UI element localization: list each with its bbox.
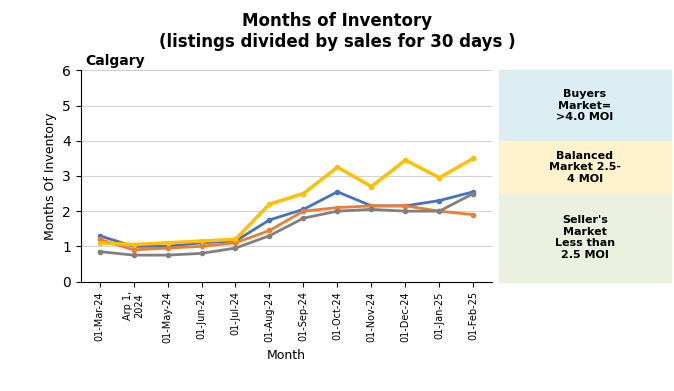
Text: Months of Inventory
(listings divided by sales for 30 days ): Months of Inventory (listings divided by… [158, 12, 516, 50]
X-axis label: Month: Month [267, 348, 306, 362]
Text: Balanced
Market 2.5-
4 MOI: Balanced Market 2.5- 4 MOI [549, 151, 621, 184]
Text: Buyers
Market=
>4.0 MOI: Buyers Market= >4.0 MOI [556, 89, 613, 122]
Text: Calgary: Calgary [85, 54, 145, 68]
Text: Seller's
Market
Less than
2.5 MOI: Seller's Market Less than 2.5 MOI [555, 215, 615, 260]
Y-axis label: Months Of Inventory: Months Of Inventory [44, 112, 57, 240]
